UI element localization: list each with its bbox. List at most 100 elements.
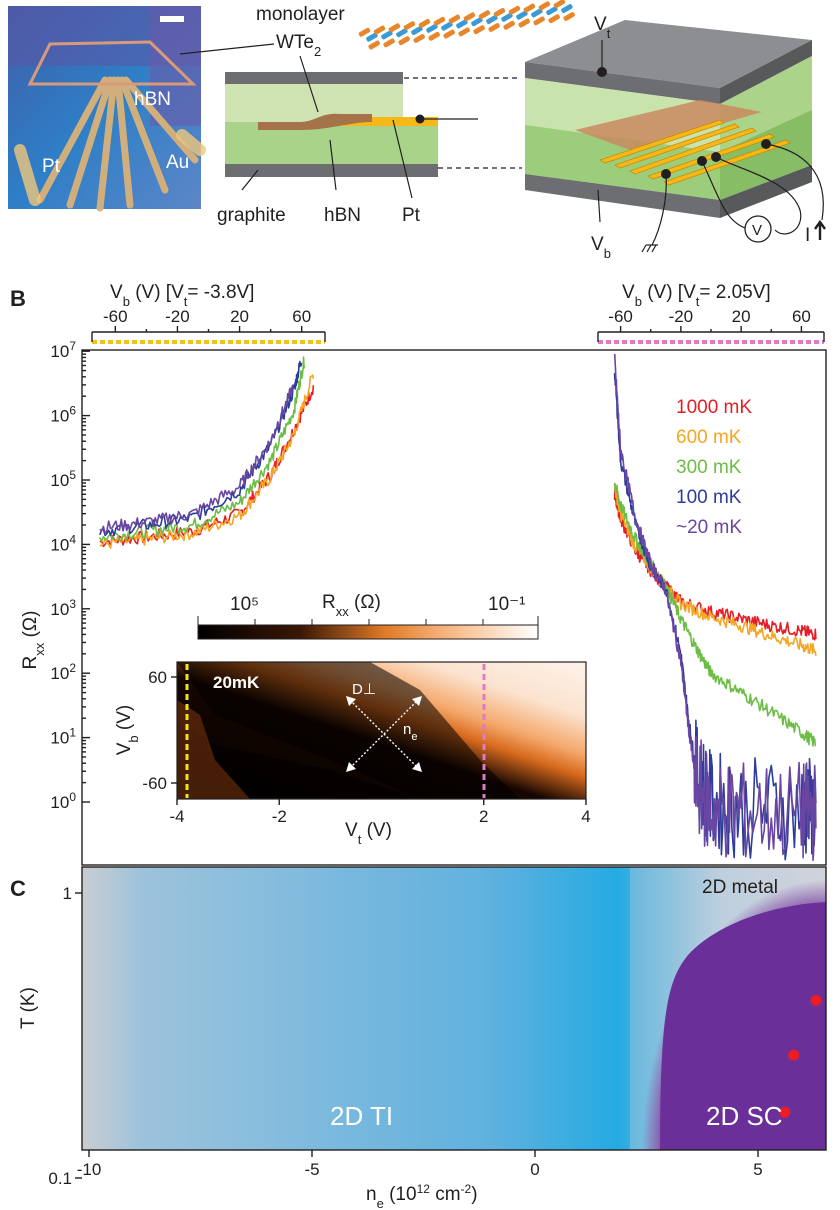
y-tick-label: 101 [50,726,76,748]
y-tick-label-c: 0.1 [48,1169,72,1188]
crystal-atom [531,8,543,18]
crystal-atom [503,20,515,30]
pt-label: Pt [42,156,61,177]
colorbar-min: 10⁵ [230,594,259,615]
inset-y-tick-label: -60 [142,774,167,793]
curve-right-7 [613,482,817,747]
tc-point [810,994,822,1006]
panel-b-letter: B [10,286,26,311]
crystal-atom [441,21,453,31]
pt-stack-label: Pt [402,205,421,226]
y-tick-label-c: 1 [63,884,72,903]
y-axis-b: 100 101 102 103 104 105 106 107 [50,339,90,812]
inset-ylabel: Vb (V) [114,705,141,756]
crystal-atom [546,6,558,16]
device-micrograph: hBN Pt Au [8,6,206,212]
hbn-label: hBN [134,89,171,110]
inset-x-tick-label: 2 [479,807,488,826]
crystal-atom [471,17,483,27]
x-tick-label-c: -5 [304,1160,319,1179]
top-axis-right-label: Vb (V) [Vt= 2.05V] [622,282,771,309]
tc-point [779,1106,791,1118]
graphite-label: graphite [217,205,286,226]
colorbar-label: Rxx (Ω) [322,592,381,619]
top-tick-label: -60 [103,307,128,326]
crystal-atom [358,27,371,37]
crystal-atom [486,15,498,24]
crystal-atom [518,18,530,28]
crystal-atom [533,16,545,26]
curve-left-3 [99,360,303,537]
top-tick-label: -20 [165,307,190,326]
legend-entry: 1000 mK [676,397,752,418]
metal-region-label: 2D metal [702,877,778,898]
wte2-crystal [358,0,575,50]
crystal-atom [373,25,386,35]
x-tick-label-c: -10 [77,1160,102,1179]
crystal-atom [523,3,536,13]
panel-c-letter: C [10,876,26,901]
top-axis-left-label: Vb (V) [Vt= -3.8V] [110,282,254,309]
y-axis-c: 10.1 [48,884,82,1188]
top-tick-label: 60 [792,307,811,326]
inset-x-axis: -4 -2 2 4 [169,799,591,826]
current-label: I [805,225,810,246]
top-tick-label: -20 [669,307,694,326]
inset-map: Rxx (Ω) 10⁵ 10⁻¹ 20mK D⊥ ne [114,592,591,847]
crystal-atom [501,12,513,22]
resistance-curves [99,353,817,862]
voltmeter-label: V [752,222,762,239]
crystal-atom [388,23,401,33]
inset-xlabel: Vt (V) [345,820,392,847]
crystal-atom [368,40,380,50]
top-tick-label: 60 [292,307,311,326]
x-axis-label-c: ne (1012 cm-2) [366,1182,478,1210]
y-tick-label: 106 [50,404,76,426]
crystal-atom [538,1,551,11]
top-axis-left: -60 -20 20 60 [91,307,326,344]
crystal-atom [561,4,573,13]
crystal-atom [366,32,378,42]
crystal-atom [458,27,470,37]
au-label: Au [166,152,189,173]
crystal-atom [473,25,485,35]
colorbar-max: 10⁻¹ [488,594,526,615]
crystal-atom [398,36,410,46]
top-tick-label: -60 [608,307,633,326]
side-view-stack [225,55,522,199]
top-axis-right: -60 -20 20 60 [597,307,825,344]
top-tick-label: 20 [230,307,249,326]
crystal-atom [463,12,476,22]
legend-entry: 100 mK [676,487,742,508]
legend: 1000 mK 600 mK 300 mK 100 mK ~20 mK [676,397,752,538]
inset-y-tick-label: 60 [148,668,167,687]
tc-point [788,1049,800,1061]
y-tick-label: 102 [50,661,76,683]
crystal-atom [433,16,446,26]
crystal-atom [383,38,395,48]
crystal-atom [488,23,500,32]
legend-entry: 300 mK [676,457,742,478]
crystal-atom [456,19,468,29]
inset-x-tick-label: 4 [581,807,590,826]
y-tick-label: 103 [50,597,76,619]
curve-left-4 [99,384,294,535]
dperp-label: D⊥ [352,681,376,698]
colorbar [197,624,539,640]
crystal-atom [426,23,438,33]
crystal-atom [443,29,455,39]
crystal-atom [493,8,506,17]
y-tick-label: 107 [50,339,76,361]
curve-right-6 [614,484,817,656]
y-tick-label: 104 [50,532,76,554]
sc-region-label: 2D SC [706,1101,783,1131]
y-tick-label: 100 [50,790,76,812]
crystal-atom [413,34,425,43]
crystal-atom [381,30,393,40]
crystal-atom [516,10,528,20]
inset-temperature: 20mK [213,673,260,692]
crystal-atom [553,0,566,9]
device-3d [525,20,826,253]
